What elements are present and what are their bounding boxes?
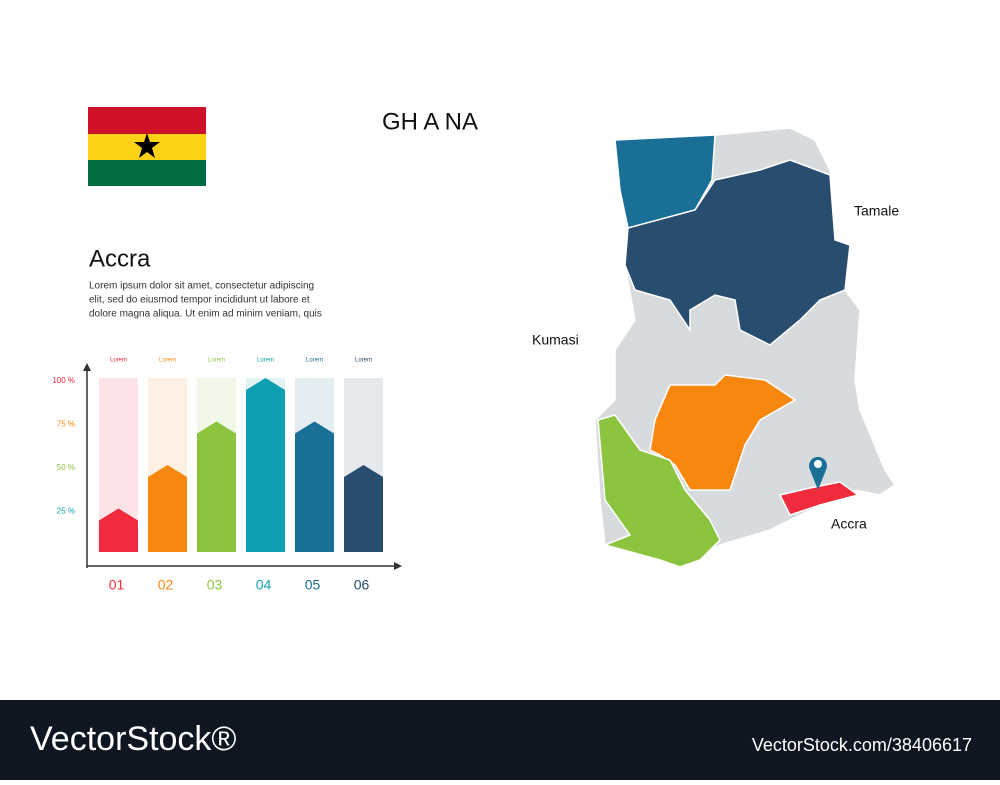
region-western: [597, 414, 721, 568]
flag: [88, 107, 206, 186]
bar-label: Lorem: [110, 358, 127, 364]
x-tick-label: 05: [305, 577, 321, 593]
y-tick-label: 75 %: [57, 420, 75, 429]
x-tick-label: 06: [354, 577, 370, 593]
bar-chart: 25 % 50 % 75 % 100 % Lorem 01 Lorem 02 Lorem 03 Lo…: [52, 358, 402, 593]
map-label: Tamale: [854, 203, 899, 219]
flag-star: [134, 133, 160, 158]
region-greater-accra: [778, 481, 860, 516]
map-label: Accra: [831, 516, 867, 532]
bar-label: Lorem: [355, 358, 372, 364]
bar: [295, 421, 334, 552]
body-line: Lorem ipsum dolor sit amet, consectetur …: [89, 281, 314, 292]
x-tick-label: 02: [158, 577, 174, 593]
flag-green: [88, 160, 206, 186]
title: GH A NA: [382, 108, 478, 135]
body-line: dolore magna aliqua. Ut enim ad minim ve…: [89, 309, 322, 320]
map-pin: [808, 456, 827, 490]
region-ashanti: [649, 374, 797, 491]
x-tick-label: 03: [207, 577, 223, 593]
map: Tamale Kumasi Accra: [532, 127, 899, 568]
x-tick-label: 04: [256, 577, 272, 593]
bar-label: Lorem: [257, 358, 274, 364]
footer-band: [0, 700, 1000, 780]
bar: [197, 421, 236, 552]
bar-label: Lorem: [208, 358, 225, 364]
x-axis-arrow: [394, 562, 402, 570]
bar: [246, 378, 285, 552]
bar-label: Lorem: [159, 358, 176, 364]
x-tick-label: 01: [109, 577, 125, 593]
bar: [344, 465, 383, 552]
heading: Accra: [89, 245, 151, 272]
map-pin-hole: [814, 460, 822, 468]
footer-url: VectorStock.com/38406617: [752, 735, 972, 755]
map-label: Kumasi: [532, 332, 579, 348]
y-tick-label: 50 %: [57, 463, 75, 472]
y-tick-label: 25 %: [57, 507, 75, 516]
footer-brand: VectorStock®: [30, 720, 236, 758]
bar: [99, 508, 138, 552]
bar: [148, 465, 187, 552]
body-line: elit, sed do eiusmod tempor incididunt u…: [89, 295, 310, 306]
flag-red: [88, 107, 206, 134]
bar-label: Lorem: [306, 358, 323, 364]
y-axis-arrow: [83, 363, 91, 371]
region-northern: [624, 159, 851, 346]
y-tick-label: 100 %: [52, 376, 75, 385]
